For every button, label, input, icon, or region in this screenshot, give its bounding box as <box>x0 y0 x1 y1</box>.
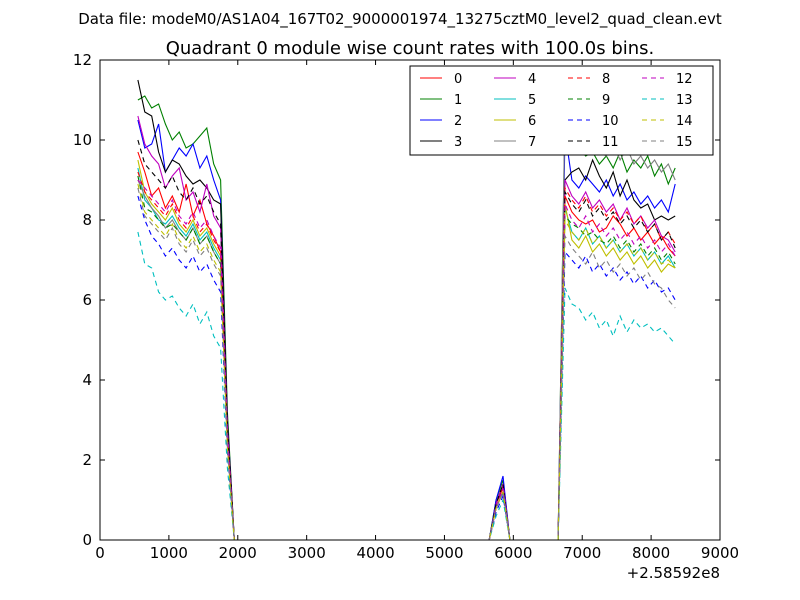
axis-ticks: 0 1000 2000 3000 4000 5000 6000 7000 8000 9000 0 2 4… <box>73 51 739 562</box>
x-tick-label-1000: 1000 <box>150 544 188 562</box>
legend-label-14: 14 <box>676 114 693 129</box>
y-tick-label-4: 4 <box>82 371 92 389</box>
suptitle: Data file: modeM0/AS1A04_167T02_90000019… <box>78 10 722 29</box>
x-tick-label-0: 0 <box>95 544 105 562</box>
x-tick-label-9000: 9000 <box>701 544 739 562</box>
legend-label-3: 3 <box>454 135 462 150</box>
legend-label-8: 8 <box>602 72 610 87</box>
legend-label-5: 5 <box>528 93 536 108</box>
x-tick-label-4000: 4000 <box>356 544 394 562</box>
x-tick-label-8000: 8000 <box>632 544 670 562</box>
y-tick-label-8: 8 <box>82 211 92 229</box>
series-line-0 <box>137 151 676 541</box>
legend-label-1: 1 <box>454 93 462 108</box>
y-tick-label-0: 0 <box>82 531 92 549</box>
series-line-13 <box>137 231 676 541</box>
legend-label-12: 12 <box>676 72 693 87</box>
legend-label-9: 9 <box>602 93 610 108</box>
series-line-9 <box>137 175 676 541</box>
legend-label-4: 4 <box>528 72 536 87</box>
legend-label-15: 15 <box>676 135 693 150</box>
x-tick-label-3000: 3000 <box>288 544 326 562</box>
x-tick-label-2000: 2000 <box>219 544 257 562</box>
legend-label-6: 6 <box>528 114 536 129</box>
x-offset-label: +2.58592e8 <box>627 564 720 582</box>
y-tick-label-10: 10 <box>73 131 92 149</box>
series-line-14 <box>137 183 676 541</box>
legend-label-13: 13 <box>676 93 693 108</box>
legend-label-2: 2 <box>454 114 462 129</box>
x-tick-label-6000: 6000 <box>494 544 532 562</box>
x-tick-label-7000: 7000 <box>563 544 601 562</box>
series-line-7 <box>137 103 676 541</box>
series-line-11 <box>137 139 676 541</box>
y-tick-label-12: 12 <box>73 51 92 69</box>
y-tick-label-6: 6 <box>82 291 92 309</box>
legend-label-10: 10 <box>602 114 619 129</box>
chart-title: Quadrant 0 module wise count rates with … <box>166 38 655 59</box>
series-line-6 <box>137 159 676 541</box>
legend-label-0: 0 <box>454 72 462 87</box>
legend-frame <box>409 65 714 156</box>
legend-label-11: 11 <box>602 135 619 150</box>
series-line-8 <box>137 171 676 541</box>
series-line-4 <box>137 115 676 541</box>
legend-label-7: 7 <box>528 135 536 150</box>
y-tick-label-2: 2 <box>82 451 92 469</box>
x-tick-label-5000: 5000 <box>425 544 463 562</box>
series-line-2 <box>137 119 676 541</box>
